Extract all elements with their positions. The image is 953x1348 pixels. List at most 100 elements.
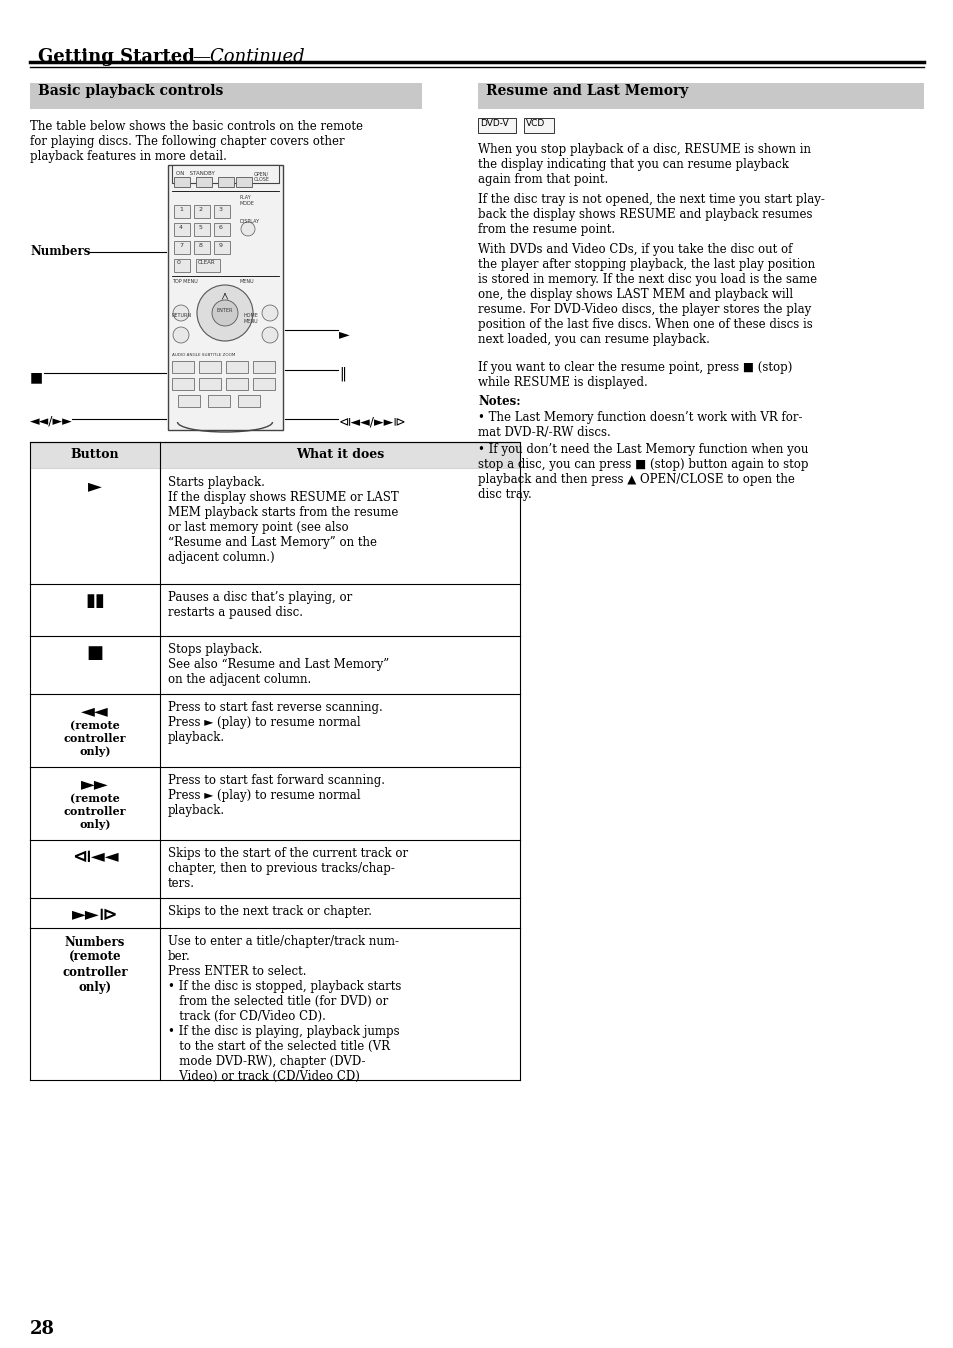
Text: What it does: What it does <box>295 448 384 461</box>
Circle shape <box>262 328 277 342</box>
Bar <box>213 241 230 253</box>
Text: MENU: MENU <box>240 279 254 284</box>
Bar <box>168 164 283 430</box>
Bar <box>477 119 516 133</box>
Text: (remote
controller
only): (remote controller only) <box>64 720 126 756</box>
Text: The table below shows the basic controls on the remote
for playing discs. The fo: The table below shows the basic controls… <box>30 120 363 163</box>
Text: If you want to clear the resume point, press ■ (stop)
while RESUME is displayed.: If you want to clear the resume point, p… <box>477 361 792 390</box>
Bar <box>477 84 923 109</box>
Text: Numbers: Numbers <box>30 245 91 257</box>
Text: HOME
MENU: HOME MENU <box>244 313 258 324</box>
Bar <box>30 469 519 584</box>
Circle shape <box>172 328 189 342</box>
Bar <box>173 241 190 253</box>
Text: ►►⧐: ►►⧐ <box>71 906 118 923</box>
Bar <box>172 361 193 373</box>
Text: 2: 2 <box>199 208 203 212</box>
Text: ■: ■ <box>87 644 103 662</box>
Bar <box>253 377 274 390</box>
Text: RETURN: RETURN <box>172 313 192 318</box>
Bar <box>30 840 519 898</box>
Bar <box>30 694 519 767</box>
Bar <box>218 177 233 187</box>
Text: ►: ► <box>338 328 349 341</box>
Bar <box>173 222 190 236</box>
Text: 6: 6 <box>219 225 223 231</box>
Text: AUDIO ANGLE SUBTITLE ZOOM: AUDIO ANGLE SUBTITLE ZOOM <box>172 353 235 357</box>
Circle shape <box>172 305 189 321</box>
Text: Skips to the next track or chapter.: Skips to the next track or chapter. <box>168 905 372 918</box>
Text: Starts playback.
If the display shows RESUME or LAST
MEM playback starts from th: Starts playback. If the display shows RE… <box>168 476 398 563</box>
Text: ►: ► <box>88 477 102 495</box>
Text: ‖: ‖ <box>338 367 346 381</box>
Bar <box>195 259 220 272</box>
Text: Getting Started: Getting Started <box>38 49 194 66</box>
Text: DVD-V: DVD-V <box>479 119 508 128</box>
Text: With DVDs and Video CDs, if you take the disc out of
the player after stopping p: With DVDs and Video CDs, if you take the… <box>477 243 817 346</box>
Bar <box>199 377 221 390</box>
Text: 28: 28 <box>30 1320 55 1339</box>
Bar <box>213 205 230 218</box>
Text: Skips to the start of the current track or
chapter, then to previous tracks/chap: Skips to the start of the current track … <box>168 847 408 890</box>
Bar <box>193 222 210 236</box>
Circle shape <box>196 284 253 341</box>
Text: Numbers
(remote
controller
only): Numbers (remote controller only) <box>62 936 128 993</box>
Text: 8: 8 <box>199 243 203 248</box>
Text: (remote
controller
only): (remote controller only) <box>64 793 126 829</box>
Bar <box>30 927 519 1080</box>
Text: —Continued: —Continued <box>192 49 304 66</box>
Text: ■: ■ <box>30 369 43 384</box>
Text: PLAY
MODE: PLAY MODE <box>240 195 254 206</box>
Text: OPEN/
CLOSE: OPEN/ CLOSE <box>253 171 270 182</box>
Bar <box>195 177 212 187</box>
Text: Pauses a disc that’s playing, or
restarts a paused disc.: Pauses a disc that’s playing, or restart… <box>168 590 352 619</box>
Text: • The Last Memory function doesn’t work with VR for-
mat DVD-R/-RW discs.: • The Last Memory function doesn’t work … <box>477 411 801 439</box>
Text: Button: Button <box>71 448 119 461</box>
Text: Press to start fast forward scanning.
Press ► (play) to resume normal
playback.: Press to start fast forward scanning. Pr… <box>168 774 385 817</box>
Bar <box>173 177 190 187</box>
Text: ◄◄/►►: ◄◄/►► <box>30 415 72 429</box>
Bar <box>253 361 274 373</box>
Text: DISPLAY: DISPLAY <box>240 218 260 224</box>
Bar <box>172 377 193 390</box>
Text: 5: 5 <box>199 225 203 231</box>
Text: Resume and Last Memory: Resume and Last Memory <box>485 84 688 98</box>
Text: Notes:: Notes: <box>477 395 520 408</box>
Bar <box>30 584 519 636</box>
Bar <box>523 119 554 133</box>
Bar <box>173 205 190 218</box>
Bar <box>235 177 252 187</box>
Bar <box>30 767 519 840</box>
Bar <box>226 377 248 390</box>
Bar <box>199 361 221 373</box>
Text: If the disc tray is not opened, the next time you start play-
back the display s: If the disc tray is not opened, the next… <box>477 193 824 236</box>
Text: 3: 3 <box>219 208 223 212</box>
Text: When you stop playback of a disc, RESUME is shown in
the display indicating that: When you stop playback of a disc, RESUME… <box>477 143 810 186</box>
Bar <box>173 259 190 272</box>
Text: 7: 7 <box>179 243 183 248</box>
Bar <box>237 395 260 407</box>
Text: 4: 4 <box>179 225 183 231</box>
Text: CLEAR: CLEAR <box>198 260 215 266</box>
Bar <box>30 636 519 694</box>
Text: ENTER: ENTER <box>216 307 233 313</box>
Text: Use to enter a title/chapter/track num-
ber.
Press ENTER to select.
• If the dis: Use to enter a title/chapter/track num- … <box>168 936 401 1082</box>
Bar <box>172 164 278 183</box>
Bar <box>30 84 421 109</box>
Text: ▮▮: ▮▮ <box>85 592 105 611</box>
Text: Stops playback.
See also “Resume and Last Memory”
on the adjacent column.: Stops playback. See also “Resume and Las… <box>168 643 389 686</box>
Circle shape <box>241 222 254 236</box>
Text: Basic playback controls: Basic playback controls <box>38 84 223 98</box>
Text: 9: 9 <box>219 243 223 248</box>
Text: 0: 0 <box>177 260 181 266</box>
Bar <box>226 361 248 373</box>
Text: ◄◄: ◄◄ <box>81 702 109 720</box>
Bar <box>193 241 210 253</box>
Bar <box>208 395 230 407</box>
Bar <box>30 898 519 927</box>
Text: ON   STANDBY: ON STANDBY <box>175 171 214 177</box>
Bar <box>30 442 519 469</box>
Text: Press to start fast reverse scanning.
Press ► (play) to resume normal
playback.: Press to start fast reverse scanning. Pr… <box>168 701 382 744</box>
Bar <box>178 395 200 407</box>
Text: 1: 1 <box>179 208 183 212</box>
